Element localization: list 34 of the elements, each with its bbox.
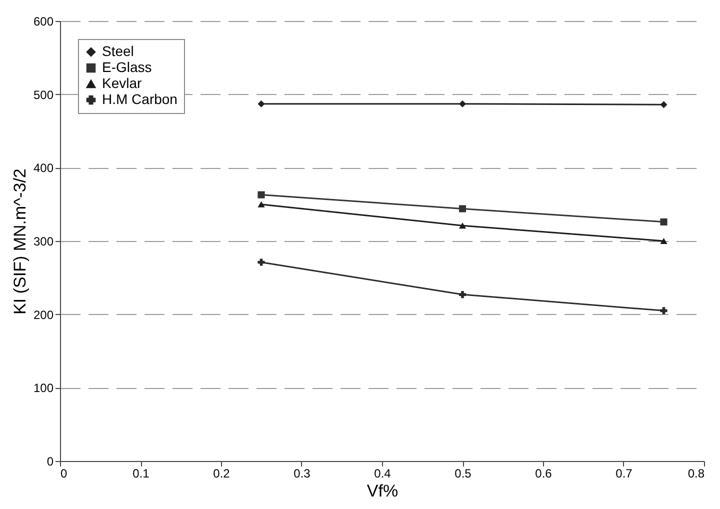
y-tick-label: 500 <box>33 88 54 102</box>
point <box>458 290 466 298</box>
x-axis-title: Vf% <box>366 482 398 500</box>
y-tick-label: 400 <box>33 161 54 176</box>
y-tick-label: 200 <box>33 308 54 322</box>
y-tick-label: 300 <box>33 234 54 248</box>
legend-label: Kevlar <box>102 75 142 91</box>
point <box>660 101 668 108</box>
y-tick-label: 600 <box>33 14 54 28</box>
x-tick-label: 0.5 <box>454 466 472 480</box>
x-tick-label: 0.7 <box>616 466 633 480</box>
y-tick-label: 100 <box>33 381 54 396</box>
legend-label: Steel <box>102 43 134 59</box>
x-tick-label: 0 <box>60 466 68 480</box>
x-tick-label: 0.4 <box>374 466 392 480</box>
x-tick-label: 0.6 <box>535 466 552 480</box>
point <box>458 100 466 108</box>
point <box>258 201 265 208</box>
legend-label: H.M Carbon <box>102 91 178 107</box>
x-tick-label: 0.8 <box>688 466 705 480</box>
point <box>660 218 668 226</box>
legend-label: E-Glass <box>102 59 152 75</box>
point <box>660 238 668 244</box>
point <box>258 100 265 108</box>
point <box>258 258 265 266</box>
x-tick-label: 0.1 <box>132 466 150 480</box>
point <box>258 191 265 198</box>
y-tick-label: 0 <box>46 454 54 468</box>
point <box>458 205 466 212</box>
x-tick-label: 0.3 <box>294 466 311 480</box>
x-tick-label: 0.2 <box>213 466 230 480</box>
point <box>458 222 466 229</box>
point <box>660 307 668 314</box>
y-axis-title: KI (SIF) MN.m^-3/2 <box>10 168 30 314</box>
